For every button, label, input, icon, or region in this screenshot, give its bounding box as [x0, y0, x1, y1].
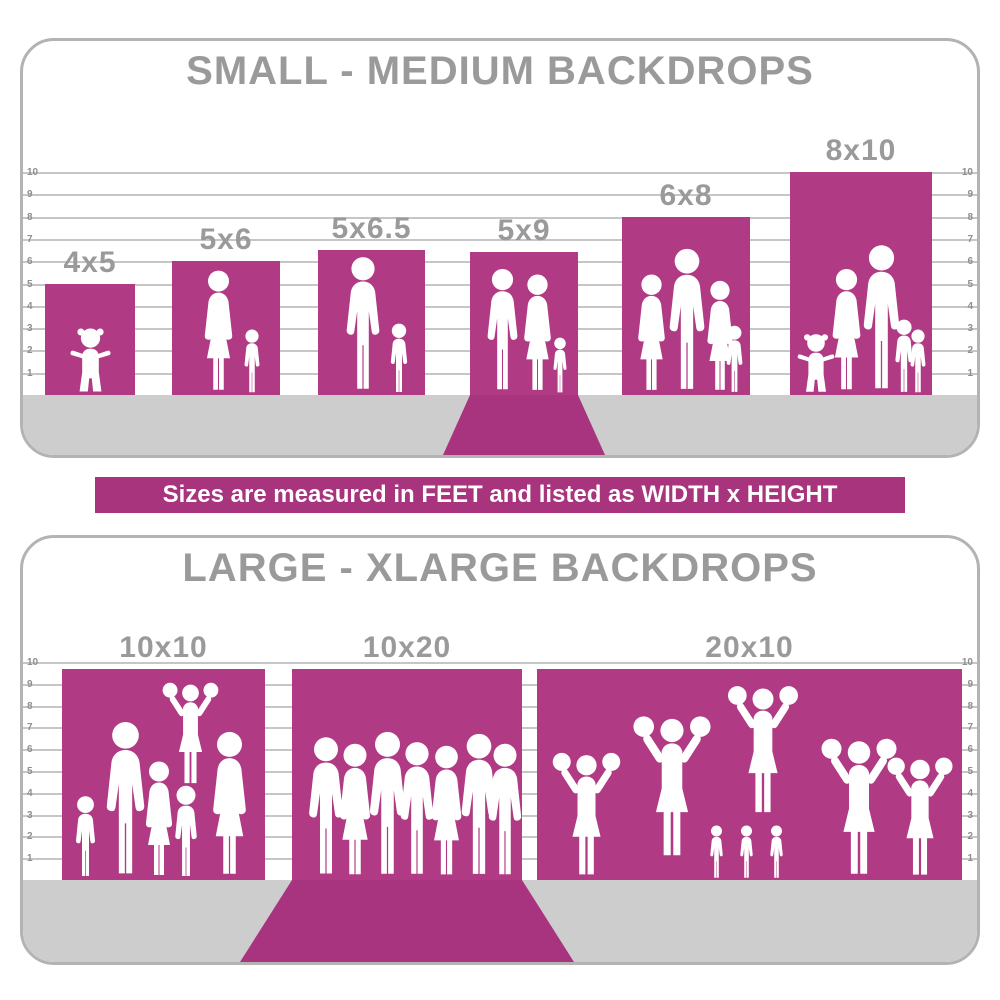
- backdrop-bar: [790, 172, 932, 395]
- axis-tick-right: 8: [967, 701, 973, 712]
- large-xlarge-title: LARGE - XLARGE BACKDROPS: [182, 546, 818, 590]
- gridline-10ft: [23, 662, 977, 664]
- cheerleader-silhouette: [158, 676, 223, 788]
- axis-tick-right: 6: [967, 744, 973, 755]
- child-silhouette: [735, 825, 758, 880]
- axis-tick-left: 4: [27, 301, 33, 312]
- axis-tick-right: 7: [967, 722, 973, 733]
- backdrop-size-label: 5x6.5: [331, 212, 412, 245]
- small-medium-panel-body: SMALL - MEDIUM BACKDROPS 1 1 2 2 3 3 4 4 5 5 6 6 7 7 8…: [23, 41, 977, 455]
- backdrop-size-label: 10x20: [362, 631, 452, 664]
- axis-tick-left: 1: [27, 853, 33, 864]
- backdrop-bar: [318, 250, 425, 395]
- toddler-silhouette: [64, 325, 117, 395]
- axis-tick-left: 7: [27, 234, 33, 245]
- axis-tick-left: 9: [27, 679, 33, 690]
- backdrop-bar: [45, 284, 135, 395]
- gridline-7ft: [23, 239, 977, 241]
- axis-tick-right: 8: [967, 212, 973, 223]
- child-silhouette: [904, 329, 932, 395]
- backdrop-size-label: 5x6: [199, 223, 253, 256]
- backdrop-size-label: 8x10: [825, 134, 897, 167]
- axis-tick-right: 10: [961, 657, 973, 668]
- gridline-10ft: [23, 172, 977, 174]
- backdrop-floor-sweep: [443, 395, 605, 455]
- child-silhouette: [238, 329, 266, 395]
- large-xlarge-panel-body: LARGE - XLARGE BACKDROPS 1 1 2 2 3 3 4 4 5 5 6 6 7 7 8…: [23, 538, 977, 962]
- axis-tick-left: 7: [27, 722, 33, 733]
- axis-tick-left: 2: [27, 831, 33, 842]
- axis-tick-left: 9: [27, 189, 33, 200]
- axis-tick-right: 1: [967, 853, 973, 864]
- backdrop-size-label: 5x9: [497, 214, 551, 247]
- axis-tick-right: 3: [967, 810, 973, 821]
- large-xlarge-panel: LARGE - XLARGE BACKDROPS 1 1 2 2 3 3 4 4 5 5 6 6 7 7 8…: [20, 535, 980, 965]
- axis-tick-right: 3: [967, 323, 973, 334]
- cheerleader-silhouette: [627, 707, 717, 862]
- axis-tick-right: 4: [967, 788, 973, 799]
- axis-tick-right: 5: [967, 766, 973, 777]
- cheerleader-silhouette: [882, 750, 958, 880]
- axis-tick-right: 4: [967, 301, 973, 312]
- backdrop-bar: [537, 669, 962, 880]
- backdrop-bar: [292, 669, 522, 880]
- axis-tick-left: 6: [27, 256, 33, 267]
- child-silhouette: [720, 325, 749, 395]
- child-silhouette: [765, 825, 788, 880]
- axis-tick-left: 2: [27, 345, 33, 356]
- axis-tick-left: 8: [27, 701, 33, 712]
- small-medium-panel: SMALL - MEDIUM BACKDROPS 1 1 2 2 3 3 4 4 5 5 6 6 7 7 8…: [20, 38, 980, 458]
- backdrop-size-label: 10x10: [119, 631, 208, 664]
- axis-tick-left: 4: [27, 788, 33, 799]
- child-silhouette: [548, 337, 572, 395]
- axis-tick-left: 8: [27, 212, 33, 223]
- axis-tick-right: 6: [967, 256, 973, 267]
- cheerleader-silhouette: [722, 678, 804, 818]
- axis-tick-left: 10: [27, 167, 39, 178]
- axis-tick-right: 7: [967, 234, 973, 245]
- gridline-8ft: [23, 217, 977, 219]
- backdrop-floor-sweep: [240, 880, 574, 962]
- backdrop-bar: [172, 261, 280, 395]
- axis-tick-right: 5: [967, 279, 973, 290]
- child-silhouette: [705, 825, 728, 880]
- axis-tick-left: 6: [27, 744, 33, 755]
- backdrop-size-label: 6x8: [659, 179, 713, 212]
- backdrop-size-label: 20x10: [705, 631, 794, 664]
- small-medium-title: SMALL - MEDIUM BACKDROPS: [186, 49, 814, 93]
- measurement-note-banner: Sizes are measured in FEET and listed as…: [95, 477, 905, 513]
- axis-tick-left: 3: [27, 810, 33, 821]
- axis-tick-right: 2: [967, 345, 973, 356]
- axis-tick-left: 5: [27, 279, 33, 290]
- child-silhouette: [384, 323, 414, 395]
- axis-tick-left: 3: [27, 323, 33, 334]
- cheerleader-silhouette: [547, 745, 626, 880]
- backdrop-bar: [470, 252, 578, 395]
- backdrop-bar: [622, 217, 750, 395]
- axis-tick-right: 9: [967, 679, 973, 690]
- measurement-note-text: Sizes are measured in FEET and listed as…: [162, 481, 838, 508]
- backdrop-size-label: 4x5: [63, 246, 117, 279]
- axis-tick-left: 5: [27, 766, 33, 777]
- axis-tick-left: 1: [27, 368, 33, 379]
- axis-tick-right: 9: [967, 189, 973, 200]
- axis-tick-left: 10: [27, 657, 39, 668]
- gridline-9ft: [23, 194, 977, 196]
- backdrop-bar: [62, 669, 265, 880]
- axis-tick-right: 10: [961, 167, 973, 178]
- axis-tick-right: 1: [967, 368, 973, 379]
- adult-male-silhouette: [476, 742, 534, 880]
- axis-tick-right: 2: [967, 831, 973, 842]
